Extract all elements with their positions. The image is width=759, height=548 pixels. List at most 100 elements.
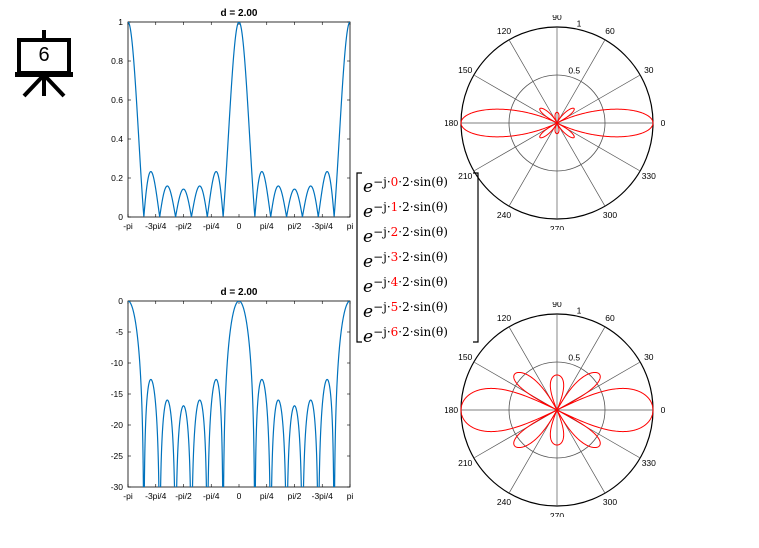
angle-tick-label: 180	[445, 405, 458, 415]
matrix-base: e	[363, 202, 374, 222]
x-tick-label: 0	[237, 491, 242, 501]
angle-tick-label: 120	[497, 313, 511, 323]
angle-tick-label: 60	[605, 313, 615, 323]
exponent-prefix: −j·	[373, 325, 391, 339]
angle-tick-label: 240	[497, 497, 511, 507]
polar-spoke	[556, 122, 641, 172]
element-index: 1	[390, 200, 399, 214]
radial-tick-label: 0.5	[568, 66, 580, 76]
matrix-base: e	[363, 252, 374, 272]
y-tick-label: 0.6	[111, 95, 123, 105]
matrix-exponent: −j·2·2·sin(θ)	[373, 225, 448, 239]
x-tick-label: -pi/4	[203, 221, 220, 231]
matrix-exponent: −j·1·2·sin(θ)	[373, 200, 448, 214]
exponent-prefix: −j·	[373, 300, 391, 314]
right-bracket	[473, 172, 479, 343]
y-tick-label: -20	[111, 420, 124, 430]
matrix-base: e	[363, 177, 374, 197]
element-index: 0	[390, 175, 399, 189]
matrix-row: e−j·5·2·sin(θ)	[363, 295, 448, 322]
element-index: 5	[390, 300, 399, 314]
matrix-exponent: −j·3·2·sin(θ)	[373, 250, 448, 264]
angle-tick-label: 90	[552, 15, 562, 22]
y-tick-label: 0	[118, 296, 123, 306]
x-tick-label: 0	[237, 221, 242, 231]
x-tick-label: -3pi/4	[312, 491, 334, 501]
angle-tick-label: 270	[550, 224, 564, 230]
series-line	[128, 22, 350, 217]
polar-spoke	[556, 122, 606, 207]
y-tick-label: 0.2	[111, 173, 123, 183]
matrix-exponent: −j·4·2·sin(θ)	[373, 275, 448, 289]
x-tick-label: -3pi/4	[145, 491, 167, 501]
matrix-base: e	[363, 227, 374, 247]
y-tick-label: -25	[111, 451, 124, 461]
exponent-suffix: ·2·sin(θ)	[398, 325, 448, 339]
matrix-row: e−j·4·2·sin(θ)	[363, 270, 448, 297]
polar-pattern-linear-chart: 0 30 60 90 120 150 180 210 240 270 300 330 0.5 1	[445, 15, 666, 230]
angle-tick-label: 300	[603, 497, 617, 507]
x-tick-label: -pi/4	[203, 491, 220, 501]
polar-spoke	[473, 122, 558, 172]
polar-pattern-db-chart: 0 30 60 90 120 150 180 210 240 270 300 330 0.5 1	[445, 302, 666, 517]
angle-tick-label: 150	[458, 352, 472, 362]
x-tick-label: -pi/2	[175, 221, 192, 231]
exponent-suffix: ·2·sin(θ)	[398, 200, 448, 214]
x-tick-label: pi/4	[260, 221, 274, 231]
polar-spoke	[508, 39, 558, 124]
angle-tick-label: 30	[644, 352, 654, 362]
element-index: 6	[390, 325, 399, 339]
matrix-exponent: −j·5·2·sin(θ)	[373, 300, 448, 314]
x-tick-label: pi	[347, 221, 354, 231]
angle-tick-label: 0	[661, 118, 666, 128]
radial-tick-label: 1	[577, 305, 582, 315]
exponent-prefix: −j·	[373, 225, 391, 239]
polar-series-line	[460, 371, 654, 449]
radial-tick-label: 0.5	[568, 353, 580, 363]
angle-tick-label: 30	[644, 65, 654, 75]
x-tick-label: pi/2	[288, 491, 302, 501]
polar-spoke	[508, 122, 558, 207]
y-tick-label: -5	[115, 327, 123, 337]
x-tick-label: pi	[347, 491, 354, 501]
polar-spoke	[473, 74, 558, 124]
angle-tick-label: 120	[497, 26, 511, 36]
x-tick-label: -3pi/4	[145, 221, 167, 231]
y-tick-label: 1	[118, 17, 123, 27]
angle-tick-label: 90	[552, 302, 562, 309]
exponent-prefix: −j·	[373, 275, 391, 289]
linear-beam-pattern-chart: d = 2.00 -pi -3pi/4 -pi/2 -pi/4 0 pi/4 pi/2 -3pi…	[111, 8, 354, 231]
y-tick-label: -15	[111, 389, 124, 399]
angle-tick-label: 330	[642, 458, 656, 468]
x-tick-label: -pi	[123, 491, 133, 501]
x-tick-label: -pi	[123, 221, 133, 231]
exponent-prefix: −j·	[373, 250, 391, 264]
exponent-prefix: −j·	[373, 175, 391, 189]
element-index: 4	[390, 275, 399, 289]
matrix-exponent: −j·6·2·sin(θ)	[373, 325, 448, 339]
chart-title: d = 2.00	[221, 8, 258, 19]
polar-spoke	[556, 74, 641, 124]
exponent-suffix: ·2·sin(θ)	[398, 250, 448, 264]
matrix-row: e−j·2·2·sin(θ)	[363, 220, 448, 247]
x-tick-label: pi/2	[288, 221, 302, 231]
chart-title: d = 2.00	[221, 287, 258, 298]
exponent-suffix: ·2·sin(θ)	[398, 300, 448, 314]
radial-tick-label: 1	[577, 18, 582, 28]
y-tick-label: 0.4	[111, 134, 123, 144]
matrix-row: e−j·6·2·sin(θ)	[363, 320, 448, 347]
exponent-prefix: −j·	[373, 200, 391, 214]
exponent-suffix: ·2·sin(θ)	[398, 275, 448, 289]
left-bracket	[356, 172, 362, 343]
angle-tick-label: 270	[550, 511, 564, 517]
angle-tick-label: 210	[458, 171, 472, 181]
matrix-base: e	[363, 327, 374, 347]
slide-number-icon: 6	[8, 28, 78, 100]
y-tick-label: -30	[111, 482, 124, 492]
angle-tick-label: 210	[458, 458, 472, 468]
angle-tick-label: 180	[445, 118, 458, 128]
exponent-suffix: ·2·sin(θ)	[398, 175, 448, 189]
angle-tick-label: 240	[497, 210, 511, 220]
angle-tick-label: 300	[603, 210, 617, 220]
angle-tick-label: 60	[605, 26, 615, 36]
